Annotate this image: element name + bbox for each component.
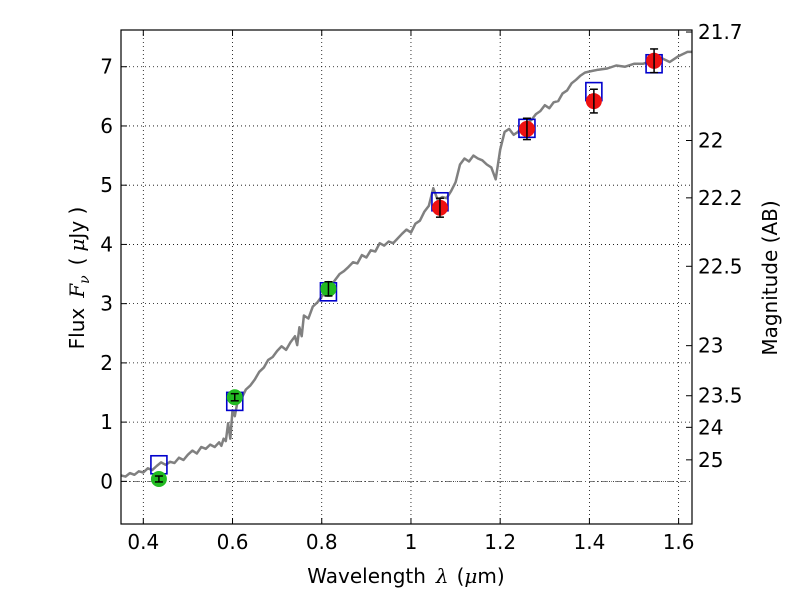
x-axis-title: Wavelength λ (μm) xyxy=(307,564,504,588)
grid-lines xyxy=(121,30,692,524)
model-boxes-series xyxy=(150,53,663,475)
y-axis-title: FluxFν(μJy ) xyxy=(65,207,93,350)
right-tick-label: 25 xyxy=(698,448,723,472)
right-y-axis-title: Magnitude (AB) xyxy=(758,200,782,355)
right-tick-label: 21.7 xyxy=(698,20,743,44)
x-tick-label: 0.6 xyxy=(217,530,249,554)
x-tick-label: 1 xyxy=(405,530,418,554)
right-tick-label: 24 xyxy=(698,415,723,439)
x-tick-label: 1.6 xyxy=(663,530,695,554)
x-tick-label: 0.4 xyxy=(127,530,159,554)
plot-frame xyxy=(120,29,693,525)
y-tick-label: 2 xyxy=(100,351,113,375)
x-tick-label: 1.4 xyxy=(573,530,605,554)
spectrum-line xyxy=(120,50,692,478)
right-tick-label: 22.5 xyxy=(698,254,743,278)
y-tick-label: 4 xyxy=(100,232,113,256)
y-tick-label: 0 xyxy=(100,469,113,493)
right-tick-label: 22.2 xyxy=(698,186,743,210)
x-tick-label: 1.2 xyxy=(484,530,516,554)
right-tick-label: 23 xyxy=(698,334,723,358)
axis-ticks: 0.4 0.6 0.8 1 1.2 1.4 1.60123456721.72222.222.… xyxy=(100,20,742,554)
spectrum-series xyxy=(120,50,692,478)
right-tick-label: 22 xyxy=(698,129,723,153)
right-tick-label: 23.5 xyxy=(698,384,743,408)
y-tick-label: 5 xyxy=(100,173,113,197)
y-tick-label: 3 xyxy=(100,292,113,316)
y-tick-label: 6 xyxy=(100,114,113,138)
observed-points-series xyxy=(150,48,663,487)
x-tick-label: 0.8 xyxy=(306,530,338,554)
y-tick-label: 7 xyxy=(100,55,113,79)
y-tick-label: 1 xyxy=(100,410,113,434)
